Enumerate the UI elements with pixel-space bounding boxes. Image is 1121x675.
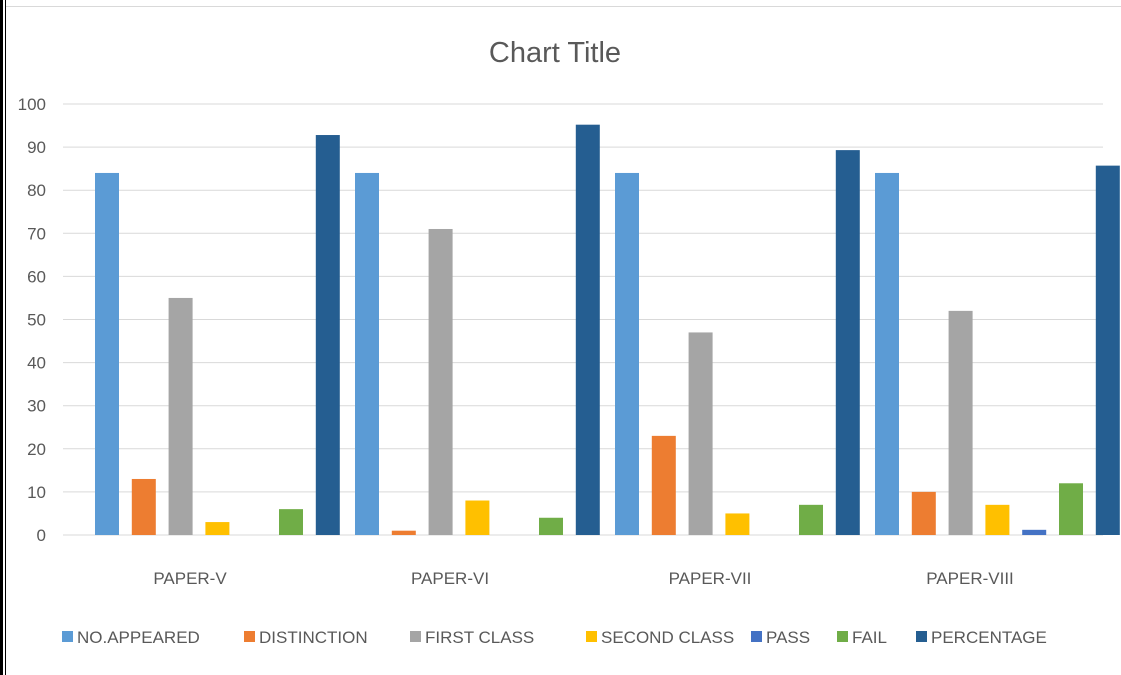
bar-no-appeared-paper-vi (355, 172, 379, 535)
y-tick-label: 40 (27, 354, 46, 373)
legend-swatch (244, 631, 255, 642)
bar-second-class-paper-viii (985, 504, 1010, 535)
legend-swatch (751, 631, 762, 642)
y-tick-label: 60 (27, 267, 46, 286)
bar-percentage-paper-viii (1095, 165, 1120, 535)
y-tick-label: 90 (27, 138, 46, 157)
legend-label: SECOND CLASS (601, 628, 734, 647)
bar-first-class-paper-v (168, 297, 193, 535)
legend-swatch (837, 631, 848, 642)
left-border-outer (0, 0, 3, 675)
y-tick-label: 80 (27, 181, 46, 200)
bar-no-appeared-paper-viii (875, 172, 899, 535)
bar-fail-paper-v (279, 509, 303, 535)
bars (95, 124, 1120, 536)
legend-label: DISTINCTION (259, 628, 368, 647)
bar-pass-paper-viii (1022, 529, 1047, 535)
bar-no-appeared-paper-v (95, 172, 119, 535)
legend-swatch (916, 631, 927, 642)
x-tick-label: PAPER-VIII (926, 569, 1014, 588)
legend-label: PASS (766, 628, 810, 647)
x-axis-ticks: PAPER-V PAPER-VI PAPER-VII PAPER-VIII (153, 569, 1013, 588)
y-tick-label: 100 (18, 95, 46, 114)
y-tick-label: 0 (37, 526, 46, 545)
chart-title: Chart Title (489, 37, 621, 69)
legend-swatch (410, 631, 421, 642)
bar-first-class-paper-vii (688, 332, 713, 535)
bar-distinction-paper-viii (911, 491, 936, 535)
y-tick-label: 50 (27, 311, 46, 330)
legend-label: PERCENTAGE (931, 628, 1047, 647)
bar-percentage-paper-vii (835, 150, 860, 535)
y-tick-label: 30 (27, 397, 46, 416)
y-tick-label: 70 (27, 224, 46, 243)
y-tick-label: 20 (27, 440, 46, 459)
bar-fail-paper-vii (799, 504, 823, 535)
bar-percentage-paper-v (315, 135, 340, 536)
legend-swatch (62, 631, 73, 642)
legend-label: FAIL (852, 628, 887, 647)
y-tick-label: 10 (27, 483, 46, 502)
bar-distinction-paper-vii (651, 435, 676, 535)
top-border (6, 6, 1121, 7)
bar-second-class-paper-vi (465, 500, 490, 535)
bar-first-class-paper-vi (428, 228, 453, 536)
bar-second-class-paper-vii (725, 513, 750, 535)
bar-no-appeared-paper-vii (615, 172, 639, 535)
left-border-inner (5, 0, 6, 675)
x-tick-label: PAPER-V (153, 569, 227, 588)
legend-label: NO.APPEARED (77, 628, 200, 647)
bar-fail-paper-vi (539, 517, 563, 535)
legend-swatch (586, 631, 597, 642)
bar-first-class-paper-viii (948, 310, 973, 535)
legend: NO.APPEARED DISTINCTION FIRST CLASS SECOND … (62, 628, 1047, 647)
bar-percentage-paper-vi (575, 124, 600, 536)
legend-label: FIRST CLASS (425, 628, 534, 647)
bar-second-class-paper-v (205, 522, 230, 535)
x-tick-label: PAPER-VII (669, 569, 752, 588)
x-tick-label: PAPER-VI (411, 569, 489, 588)
bar-fail-paper-viii (1059, 483, 1083, 535)
y-axis-ticks: 0 10 20 30 40 50 60 70 80 90 100 (18, 95, 46, 545)
bar-distinction-paper-v (131, 478, 156, 535)
bar-distinction-paper-vi (391, 530, 416, 535)
